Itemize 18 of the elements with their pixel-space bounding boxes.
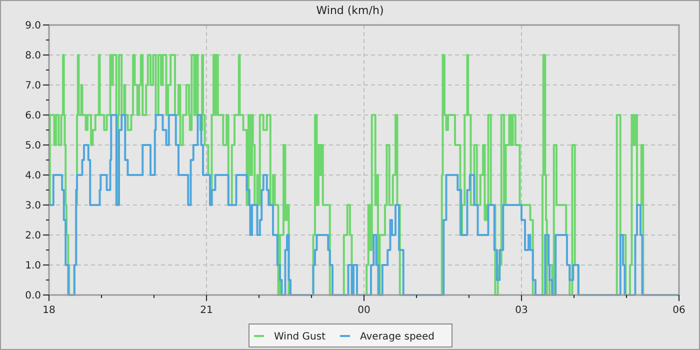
y-tick-label: 5.0 — [25, 140, 41, 152]
legend-label: Wind Gust — [274, 332, 326, 342]
y-tick-label: 2.0 — [25, 230, 41, 242]
x-tick-label: 06 — [672, 305, 686, 316]
x-tick-label: 18 — [42, 305, 56, 316]
y-tick-label: 1.0 — [25, 260, 41, 272]
y-tick-label: 6.0 — [25, 110, 41, 122]
y-tick-label: 3.0 — [25, 200, 41, 212]
chart-title: Wind (km/h) — [316, 4, 384, 17]
legend-label: Average speed — [360, 332, 434, 342]
y-tick-label: 0.0 — [25, 290, 41, 302]
y-tick-label: 4.0 — [25, 170, 41, 182]
x-tick-label: 21 — [200, 305, 213, 316]
y-tick-label: 7.0 — [25, 80, 41, 92]
x-tick-label: 03 — [515, 305, 528, 316]
x-tick-label: 00 — [358, 305, 370, 316]
y-tick-label: 9.0 — [25, 20, 41, 32]
y-tick-label: 8.0 — [25, 50, 41, 62]
